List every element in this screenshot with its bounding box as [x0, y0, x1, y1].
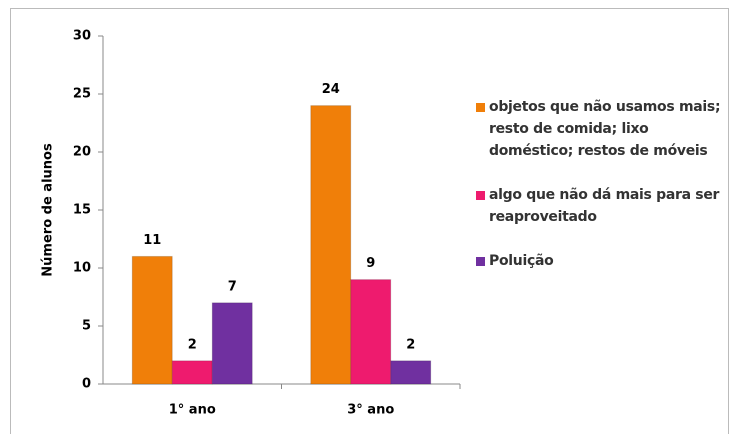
legend-swatch [476, 257, 485, 266]
y-tick-label: 30 [73, 29, 91, 44]
bar [390, 360, 432, 385]
legend-label: objetos que não usamos mais; resto de co… [489, 99, 721, 159]
data-label: 24 [322, 82, 340, 97]
x-tick-label: 3° ano [347, 403, 394, 418]
y-tick-label: 25 [73, 87, 91, 102]
data-label: 11 [143, 233, 161, 248]
legend-label: Poluição [489, 253, 554, 269]
data-label: 2 [406, 337, 415, 352]
y-tick-label: 0 [82, 377, 91, 392]
y-axis-label: Número de alunos [41, 143, 56, 277]
data-label: 2 [188, 337, 197, 352]
y-tick-label: 20 [73, 145, 91, 160]
data-label: 9 [366, 256, 375, 271]
legend-label: algo que não dá mais para ser reaproveit… [489, 187, 720, 225]
bar [171, 360, 213, 385]
bar [131, 255, 173, 385]
legend-item: algo que não dá mais para ser reaproveit… [476, 184, 731, 228]
y-tick-label: 15 [73, 203, 91, 218]
legend-swatch [476, 191, 485, 200]
legend-item: objetos que não usamos mais; resto de co… [476, 96, 731, 162]
legend: objetos que não usamos mais; resto de co… [476, 96, 731, 294]
data-label: 7 [228, 279, 237, 294]
y-tick-label: 5 [82, 319, 91, 334]
legend-item: Poluição [476, 250, 731, 272]
bar [211, 302, 253, 385]
chart-border [10, 8, 729, 434]
bar [310, 105, 352, 385]
legend-swatch [476, 103, 485, 112]
y-tick-label: 10 [73, 261, 91, 276]
bar [350, 279, 392, 385]
x-tick-label: 1° ano [169, 403, 216, 418]
